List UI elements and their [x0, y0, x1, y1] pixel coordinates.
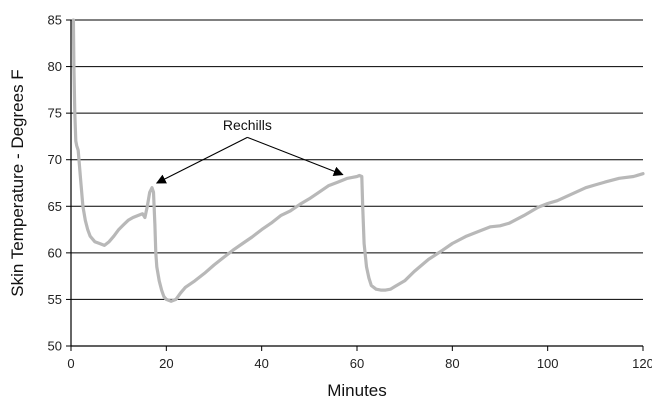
y-tick-label-80: 80 [48, 59, 62, 74]
y-tick-label-60: 60 [48, 245, 62, 260]
y-tick-label-70: 70 [48, 152, 62, 167]
x-tick-label-20: 20 [159, 356, 173, 371]
y-tick-label-65: 65 [48, 199, 62, 214]
x-tick-label-60: 60 [350, 356, 364, 371]
annotations: Rechills [155, 117, 344, 184]
x-axis-title: Minutes [327, 381, 387, 400]
x-tick-label-80: 80 [445, 356, 459, 371]
x-tick-label-0: 0 [67, 356, 74, 371]
annotation-label-0: Rechills [223, 117, 272, 133]
x-tick-label-100: 100 [537, 356, 559, 371]
tick-labels: 50 55 60 65 70 75 80 85 0 20 40 60 80 100 120 [48, 13, 652, 372]
x-tick-label-40: 40 [254, 356, 268, 371]
y-tick-label-50: 50 [48, 339, 62, 354]
y-tick-label-55: 55 [48, 292, 62, 307]
y-tick-label-75: 75 [48, 106, 62, 121]
y-axis-title: Skin Temperature - Degrees F [8, 69, 27, 296]
series-layer [71, 18, 645, 303]
annotation-arrow-0-0 [155, 136, 248, 184]
x-tick-label-120: 120 [632, 356, 652, 371]
axes [66, 19, 644, 351]
y-tick-label-85: 85 [48, 13, 62, 28]
series-line-0 [71, 18, 645, 303]
annotation-arrow-0-1 [247, 136, 344, 176]
